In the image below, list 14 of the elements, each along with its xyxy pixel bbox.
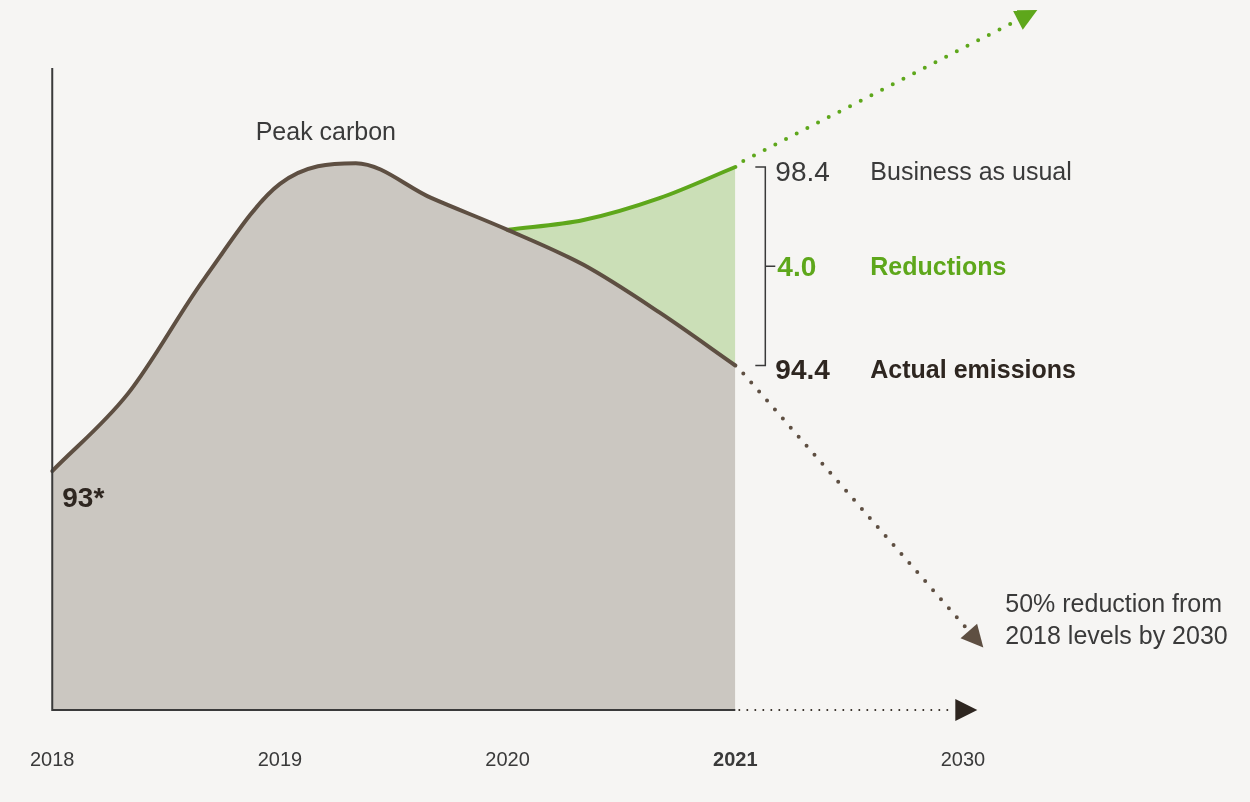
x-tick-label: 2020 [485,747,530,770]
annotation: Reductions [870,252,1007,281]
x-tick-label: 2021 [713,747,758,770]
annotation: 94.4 [775,354,831,386]
x-tick-label: 2030 [940,747,986,770]
text: Business as usual [870,156,1072,185]
annotation: 4.0 [777,250,817,282]
annotation: 93* [62,481,105,513]
annotation: 98.4 [775,155,830,187]
text: 50% reduction from 2018 levels by 2030 [1005,589,1228,650]
x-tick-label: 2019 [257,747,303,770]
text: Peak carbon [255,117,397,146]
text: Actual emissions [870,355,1076,384]
x-tick-label: 2018 [30,747,75,770]
